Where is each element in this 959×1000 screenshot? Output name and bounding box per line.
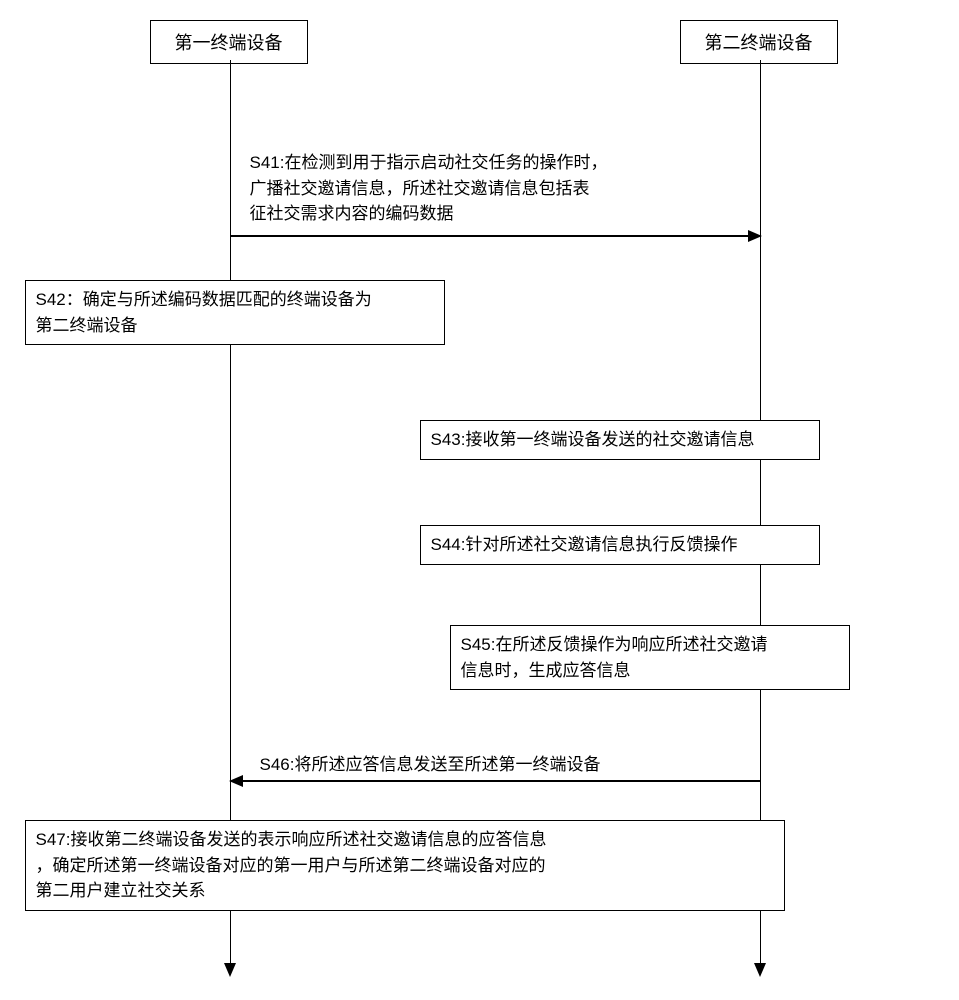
s47-line1: S47:接收第二终端设备发送的表示响应所述社交邀请信息的应答信息 bbox=[36, 830, 547, 849]
lane1-header: 第一终端设备 bbox=[150, 20, 308, 64]
lane1-title: 第一终端设备 bbox=[175, 33, 283, 53]
s43-text: S43:接收第一终端设备发送的社交邀请信息 bbox=[431, 430, 755, 449]
step-s47-box: S47:接收第二终端设备发送的表示响应所述社交邀请信息的应答信息 ，确定所述第一… bbox=[25, 820, 785, 911]
step-s41-label: S41:在检测到用于指示启动社交任务的操作时， 广播社交邀请信息，所述社交邀请信… bbox=[250, 150, 730, 227]
s45-line1: S45:在所述反馈操作为响应所述社交邀请 bbox=[461, 635, 768, 654]
s42-line1: S42：确定与所述编码数据匹配的终端设备为 bbox=[36, 290, 372, 309]
sequence-diagram: 第一终端设备 第二终端设备 S41:在检测到用于指示启动社交任务的操作时， 广播… bbox=[30, 20, 930, 980]
arrow-s41 bbox=[231, 235, 751, 237]
lane2-end-arrow bbox=[754, 963, 766, 977]
step-s45-box: S45:在所述反馈操作为响应所述社交邀请 信息时，生成应答信息 bbox=[450, 625, 850, 690]
s45-line2: 信息时，生成应答信息 bbox=[461, 661, 631, 680]
s47-line2: ，确定所述第一终端设备对应的第一用户与所述第二终端设备对应的 bbox=[36, 856, 546, 875]
arrow-s41-head bbox=[748, 230, 762, 242]
step-s42-box: S42：确定与所述编码数据匹配的终端设备为 第二终端设备 bbox=[25, 280, 445, 345]
s42-line2: 第二终端设备 bbox=[36, 316, 138, 335]
s44-text: S44:针对所述社交邀请信息执行反馈操作 bbox=[431, 535, 738, 554]
step-s44-box: S44:针对所述社交邀请信息执行反馈操作 bbox=[420, 525, 820, 565]
arrow-s46-head bbox=[229, 775, 243, 787]
lane1-end-arrow bbox=[224, 963, 236, 977]
s41-line3: 征社交需求内容的编码数据 bbox=[250, 204, 454, 223]
lane2-title: 第二终端设备 bbox=[705, 33, 813, 53]
s41-line2: 广播社交邀请信息，所述社交邀请信息包括表 bbox=[250, 179, 590, 198]
arrow-s46 bbox=[240, 780, 760, 782]
s46-text: S46:将所述应答信息发送至所述第一终端设备 bbox=[260, 755, 601, 774]
step-s46-label: S46:将所述应答信息发送至所述第一终端设备 bbox=[260, 752, 601, 778]
step-s43-box: S43:接收第一终端设备发送的社交邀请信息 bbox=[420, 420, 820, 460]
s47-line3: 第二用户建立社交关系 bbox=[36, 881, 206, 900]
s41-line1: S41:在检测到用于指示启动社交任务的操作时， bbox=[250, 153, 608, 172]
lane2-header: 第二终端设备 bbox=[680, 20, 838, 64]
